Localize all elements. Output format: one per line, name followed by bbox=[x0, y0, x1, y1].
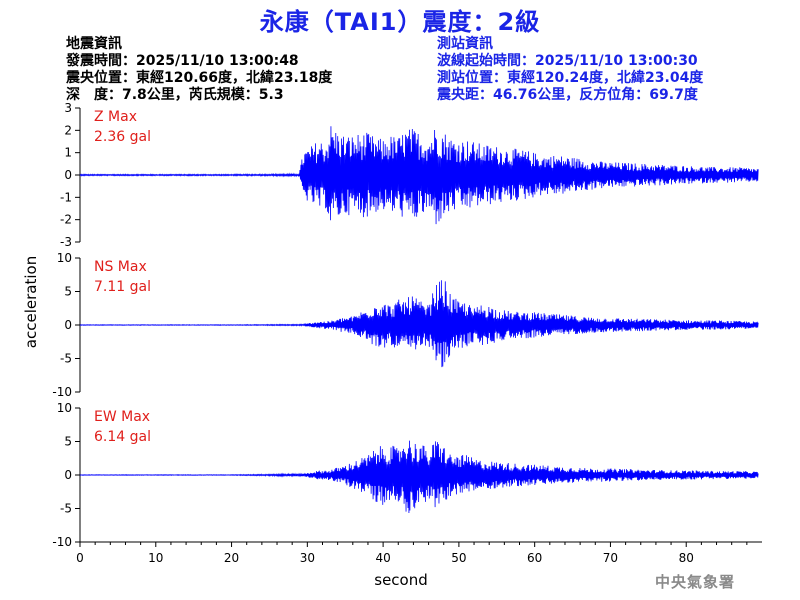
y-tick-label-Z: 3 bbox=[64, 101, 72, 115]
x-tick-label: 60 bbox=[527, 551, 542, 565]
y-tick-label-Z: 0 bbox=[64, 168, 72, 182]
max-label-NS: NS Max bbox=[94, 259, 147, 275]
y-tick-label-NS: 5 bbox=[64, 285, 72, 299]
max-value-EW: 6.14 gal bbox=[94, 429, 151, 445]
x-tick-label: 20 bbox=[224, 551, 239, 565]
max-label-Z: Z Max bbox=[94, 109, 137, 125]
y-tick-label-Z: 2 bbox=[64, 123, 72, 137]
y-tick-label-EW: 10 bbox=[57, 401, 72, 415]
waveform-start-time: 波線起始時間：2025/11/10 13:00:30 bbox=[437, 53, 698, 69]
station-info-heading: 測站資訊 bbox=[437, 36, 493, 52]
x-tick-label: 50 bbox=[451, 551, 466, 565]
y-tick-label-NS: -10 bbox=[52, 385, 72, 399]
y-tick-label-NS: 0 bbox=[64, 318, 72, 332]
station-info: 測站資訊 波線起始時間：2025/11/10 13:00:30 測站位置：東經1… bbox=[437, 36, 703, 104]
y-tick-label-NS: -5 bbox=[60, 352, 72, 366]
waveform-Z bbox=[79, 126, 759, 225]
earthquake-info: 地震資訊 發震時間：2025/11/10 13:00:48 震央位置：東經120… bbox=[66, 36, 332, 104]
agency-watermark: 中央氣象署 bbox=[655, 573, 736, 591]
waveform-NS bbox=[79, 280, 759, 368]
y-axis-label: acceleration bbox=[22, 256, 40, 348]
x-tick-label: 40 bbox=[375, 551, 390, 565]
y-tick-label-Z: -1 bbox=[60, 190, 72, 204]
max-label-EW: EW Max bbox=[94, 409, 150, 425]
depth-magnitude: 深 度：7.8公里，芮氏規模：5.3 bbox=[66, 87, 284, 103]
y-tick-label-EW: -5 bbox=[60, 502, 72, 516]
x-axis-label: second bbox=[374, 571, 428, 589]
waveform-EW bbox=[79, 440, 759, 513]
y-tick-label-Z: -3 bbox=[60, 235, 72, 249]
y-tick-label-Z: -2 bbox=[60, 213, 72, 227]
page-title: 永康（TAI1）震度：2級 bbox=[259, 8, 541, 36]
y-tick-label-NS: 10 bbox=[57, 251, 72, 265]
x-tick-label: 80 bbox=[679, 551, 694, 565]
x-tick-label: 70 bbox=[603, 551, 618, 565]
x-tick-label: 0 bbox=[76, 551, 84, 565]
y-tick-label-Z: 1 bbox=[64, 146, 72, 160]
earthquake-info-heading: 地震資訊 bbox=[66, 36, 122, 52]
epicentral-distance: 震央距：46.76公里，反方位角：69.7度 bbox=[437, 87, 698, 103]
max-value-NS: 7.11 gal bbox=[94, 279, 151, 295]
station-location: 測站位置：東經120.24度，北緯23.04度 bbox=[437, 70, 704, 86]
x-tick-label: 10 bbox=[148, 551, 163, 565]
epicenter-location: 震央位置：東經120.66度，北緯23.18度 bbox=[66, 70, 333, 86]
y-tick-label-EW: 5 bbox=[64, 435, 72, 449]
y-tick-label-EW: -10 bbox=[52, 535, 72, 549]
x-tick-label: 30 bbox=[300, 551, 315, 565]
max-value-Z: 2.36 gal bbox=[94, 129, 151, 145]
origin-time: 發震時間：2025/11/10 13:00:48 bbox=[66, 53, 299, 69]
y-tick-label-EW: 0 bbox=[64, 468, 72, 482]
